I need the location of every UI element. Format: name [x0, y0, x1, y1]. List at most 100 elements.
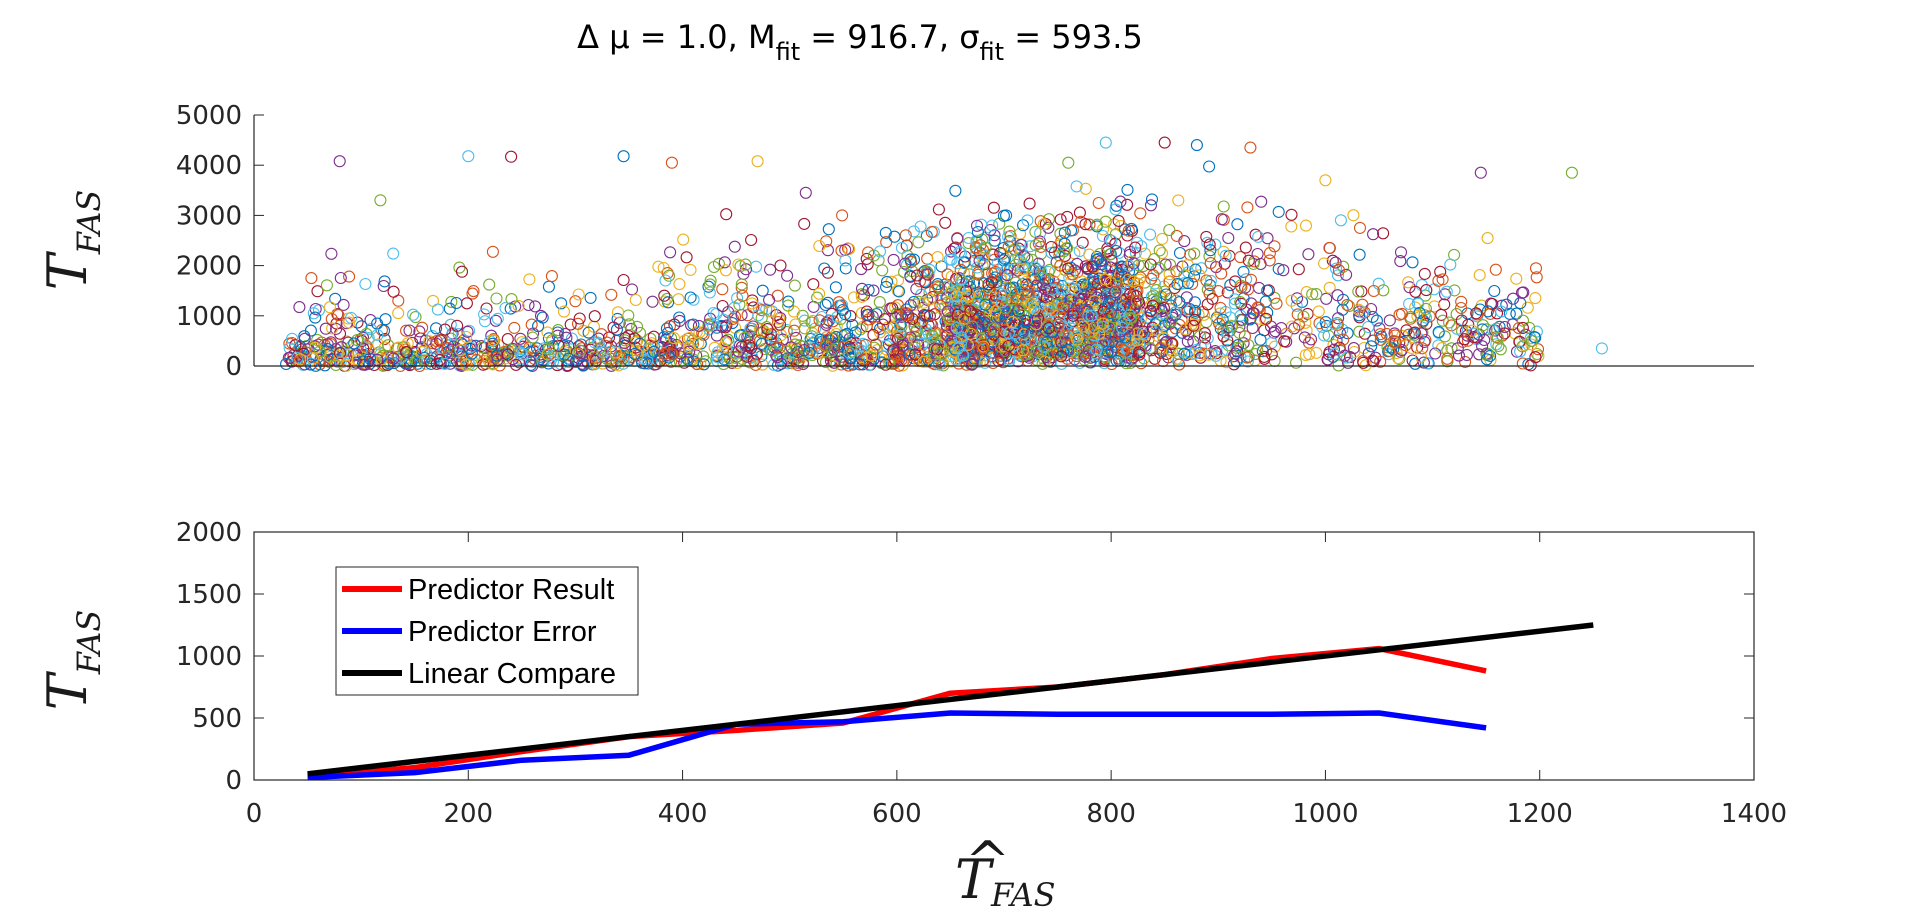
scatter-point [1482, 348, 1495, 361]
scatter-point [1394, 255, 1407, 268]
scatter-points [280, 136, 1608, 373]
scatter-point [1432, 325, 1445, 339]
scatter-point [1022, 285, 1035, 298]
scatter-point [1099, 215, 1112, 228]
scatter-point [499, 302, 512, 315]
scatter-point [445, 295, 458, 308]
scatter-point [545, 270, 558, 283]
scatter-point [460, 297, 473, 310]
scatter-point [529, 300, 542, 313]
scatter-point [1380, 327, 1393, 340]
scatter-point [855, 282, 869, 295]
scatter-point [1130, 294, 1143, 307]
scatter-point [343, 270, 356, 283]
scatter-point [771, 341, 784, 354]
scatter-point [771, 289, 784, 302]
scatter-point [1217, 330, 1230, 343]
scatter-point [646, 295, 659, 308]
scatter-point [720, 208, 733, 221]
scatter-point [569, 355, 582, 368]
scatter-point [950, 290, 963, 303]
scatter-point [1452, 349, 1466, 362]
scatter-point [887, 357, 900, 370]
scatter-point [835, 350, 848, 363]
scatter-point [731, 350, 744, 363]
scatter-point [987, 201, 1000, 214]
scatter-point [904, 270, 917, 283]
scatter-point [1246, 307, 1259, 320]
scatter-point [323, 301, 336, 314]
scatter-point [1435, 308, 1448, 321]
scatter-point [1125, 222, 1138, 235]
scatter-point [1318, 257, 1331, 270]
scatter-point [761, 323, 774, 336]
scatter-point [1356, 298, 1369, 311]
scatter-point [855, 290, 868, 303]
scatter-point [746, 320, 760, 333]
scatter-point [320, 348, 333, 362]
scatter-point [977, 341, 990, 354]
scatter-point [1367, 284, 1380, 298]
scatter-point [644, 332, 657, 345]
scatter-point [409, 311, 422, 324]
scatter-point [575, 338, 588, 351]
scatter-point [572, 288, 585, 301]
scatter-point [1169, 306, 1182, 319]
scatter-point [821, 296, 834, 309]
scatter-point [1233, 326, 1246, 339]
scatter-point [958, 312, 971, 325]
scatter-point [351, 334, 364, 347]
scatter-point [1002, 327, 1015, 340]
scatter-point [680, 251, 693, 264]
title-prefix: Δ μ = 1.0, M [577, 18, 775, 56]
scatter-point [1466, 324, 1479, 337]
scatter-point [798, 217, 811, 230]
scatter-point [1099, 136, 1112, 149]
scatter-y-tick-label: 4000 [176, 151, 242, 181]
scatter-point [1081, 261, 1094, 275]
scatter-point [997, 254, 1010, 267]
scatter-point [1121, 229, 1134, 242]
scatter-point [703, 286, 716, 299]
scatter-point [483, 278, 496, 291]
scatter-point [304, 324, 317, 337]
scatter-point [906, 312, 919, 325]
scatter-point [1530, 325, 1543, 338]
scatter-point [1155, 247, 1169, 260]
scatter-point [1298, 331, 1311, 344]
scatter-point [333, 347, 347, 360]
scatter-point [374, 348, 387, 361]
scatter-point [1470, 331, 1483, 344]
scatter-point [413, 325, 426, 338]
scatter-point [1189, 263, 1202, 276]
scatter-point [898, 266, 911, 279]
scatter-point [403, 324, 416, 337]
scatter-point [699, 355, 712, 368]
scatter-point [1002, 240, 1015, 253]
scatter-point [677, 233, 690, 246]
scatter-point [1347, 342, 1360, 355]
scatter-point [819, 298, 832, 312]
scatter-point [1438, 298, 1451, 311]
scatter-point [1525, 334, 1538, 347]
scatter-point [631, 320, 644, 333]
scatter-point [357, 355, 370, 368]
scatter-point [1403, 297, 1416, 310]
scatter-point [932, 203, 945, 216]
scatter-point [460, 358, 473, 371]
scatter-point [1153, 244, 1166, 257]
scatter-point [718, 256, 731, 269]
scatter-point [286, 332, 299, 345]
scatter-point [1071, 304, 1084, 317]
scatter-point [1406, 256, 1419, 269]
scatter-point [1302, 248, 1315, 261]
scatter-point [1326, 254, 1339, 267]
scatter-point [1332, 264, 1345, 277]
scatter-point [1473, 269, 1486, 282]
scatter-point [718, 353, 731, 366]
scatter-point [576, 357, 589, 370]
scatter-point [1221, 343, 1234, 356]
scatter-point [820, 340, 833, 353]
scatter-point [855, 307, 868, 320]
